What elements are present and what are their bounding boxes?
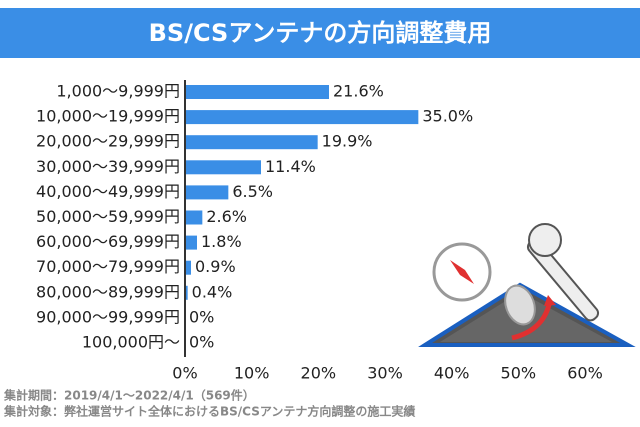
bar	[185, 185, 229, 200]
bar	[185, 160, 261, 175]
x-tick-label: 60%	[567, 364, 603, 383]
value-label: 0.9%	[195, 257, 236, 276]
bar	[185, 210, 203, 225]
bar	[185, 235, 197, 250]
footnote: 集計対象：弊社運営サイト全体におけるBS/CSアンテナ方向調整の施工実績	[3, 404, 415, 419]
x-tick-label: 50%	[501, 364, 537, 383]
y-tick-label: 10,000～19,999円	[36, 107, 180, 126]
x-tick-label: 0%	[172, 364, 197, 383]
y-tick-label: 1,000～9,999円	[56, 82, 180, 101]
footnote: 集計期間：2019/4/1～2022/4/1（569件）	[3, 388, 255, 403]
illustration	[418, 223, 636, 347]
title-banner	[0, 8, 640, 58]
bar	[185, 285, 188, 300]
value-label: 0%	[189, 307, 214, 326]
value-label: 0%	[189, 333, 214, 352]
value-label: 11.4%	[265, 157, 316, 176]
bar	[185, 260, 191, 275]
value-label: 19.9%	[322, 132, 373, 151]
y-tick-label: 40,000～49,999円	[36, 182, 180, 201]
y-tick-label: 80,000～89,999円	[36, 282, 180, 301]
value-label: 1.8%	[201, 232, 242, 251]
value-label: 6.5%	[232, 182, 273, 201]
bar	[185, 135, 318, 150]
bar	[185, 110, 419, 125]
bar	[185, 85, 329, 99]
chart-title: BS/CSアンテナの方向調整費用	[149, 19, 492, 47]
y-tick-label: 100,000円～	[82, 333, 180, 352]
x-tick-label: 30%	[367, 364, 403, 383]
value-label: 35.0%	[422, 107, 473, 126]
y-tick-label: 60,000～69,999円	[36, 232, 180, 251]
value-label: 0.4%	[192, 282, 233, 301]
y-tick-label: 20,000～29,999円	[36, 132, 180, 151]
y-tick-label: 70,000～79,999円	[36, 257, 180, 276]
x-tick-label: 20%	[301, 364, 337, 383]
y-tick-label: 30,000～39,999円	[36, 157, 180, 176]
y-tick-label: 90,000～99,999円	[36, 307, 180, 326]
x-tick-label: 40%	[434, 364, 470, 383]
y-tick-label: 50,000～59,999円	[36, 207, 180, 226]
x-tick-label: 10%	[234, 364, 270, 383]
value-label: 21.6%	[333, 82, 384, 101]
value-label: 2.6%	[206, 207, 247, 226]
